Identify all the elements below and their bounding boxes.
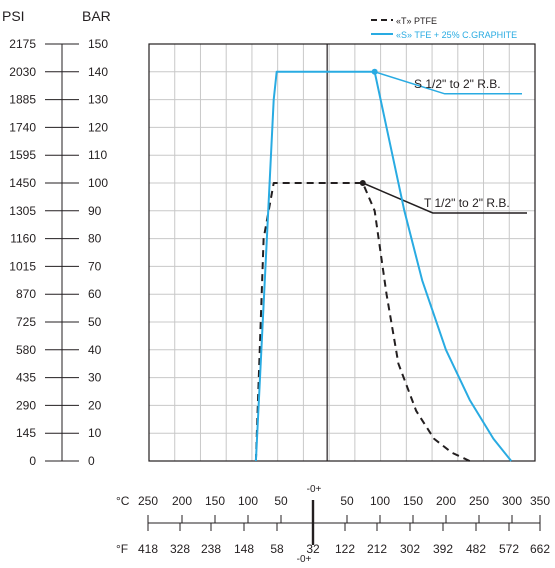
fahrenheit-tick-label: 148 <box>234 542 254 556</box>
fahrenheit-tick-label: 58 <box>270 542 284 556</box>
celsius-tick-label: 250 <box>138 494 158 508</box>
psi-tick-label: 580 <box>16 343 36 357</box>
fahrenheit-tick-label: 572 <box>499 542 519 556</box>
celsius-tick-label: 100 <box>238 494 258 508</box>
bar-tick-label: 60 <box>88 287 102 301</box>
bar-tick-label: 0 <box>88 454 95 468</box>
celsius-tick-label: 150 <box>205 494 225 508</box>
fahrenheit-tick-label: 238 <box>201 542 221 556</box>
fahrenheit-tick-label: 662 <box>530 542 550 556</box>
fahrenheit-tick-label: 32 <box>306 542 320 556</box>
celsius-tick-label: 200 <box>436 494 456 508</box>
celsius-tick-label: 50 <box>340 494 354 508</box>
psi-axis-title: PSI <box>2 8 25 24</box>
fahrenheit-tick-label: 212 <box>367 542 387 556</box>
psi-tick-label: 290 <box>16 398 36 412</box>
celsius-tick-label: 300 <box>502 494 522 508</box>
fahrenheit-tick-label: 122 <box>335 542 355 556</box>
celsius-unit-label: °C <box>116 494 130 508</box>
celsius-tick-label: 50 <box>274 494 288 508</box>
celsius-tick-label: 250 <box>469 494 489 508</box>
psi-tick-label: 870 <box>16 287 36 301</box>
series-annotation: S 1/2" to 2" R.B. <box>414 77 501 91</box>
psi-tick-label: 1450 <box>9 176 36 190</box>
psi-tick-label: 435 <box>16 371 36 385</box>
psi-tick-label: 145 <box>16 426 36 440</box>
fahrenheit-tick-label: 418 <box>138 542 158 556</box>
fahrenheit-unit-label: °F <box>116 542 128 556</box>
celsius-tick-label: 350 <box>530 494 550 508</box>
psi-tick-label: 2175 <box>9 37 36 51</box>
plot-area: T 1/2" to 2" R.B. S 1/2" to 2" R.B. <box>149 44 535 461</box>
bar-tick-label: 30 <box>88 371 102 385</box>
psi-tick-label: 725 <box>16 315 36 329</box>
bar-axis-title: BAR <box>82 8 111 24</box>
bar-tick-label: 70 <box>88 259 102 273</box>
legend-label-ptfe: «T» PTFE <box>396 16 437 26</box>
temperature-scale: °C °F -0+ -0+ 250 200 150 100 50 50 100 150 200 2… <box>116 484 550 563</box>
bar-tick-label: 40 <box>88 343 102 357</box>
celsius-tick-label: 150 <box>403 494 423 508</box>
bar-tick-label: 120 <box>88 120 108 134</box>
plot-background <box>149 44 535 461</box>
psi-tick-label: 1885 <box>9 93 36 107</box>
bar-tick-label: 100 <box>88 176 108 190</box>
psi-tick-label: 1160 <box>10 232 36 246</box>
psi-tick-label: 2030 <box>9 65 36 79</box>
zero-label-top: -0+ <box>307 484 322 495</box>
bar-tick-label: 20 <box>88 398 102 412</box>
bar-tick-label: 50 <box>88 315 102 329</box>
psi-tick-label: 1740 <box>9 120 36 134</box>
psi-tick-label: 1595 <box>9 148 36 162</box>
bar-tick-label: 80 <box>88 232 102 246</box>
legend-label-graphite: «S» TFE + 25% C.GRAPHITE <box>396 30 517 40</box>
legend: «T» PTFE «S» TFE + 25% C.GRAPHITE <box>371 16 517 40</box>
bar-tick-label: 90 <box>88 204 102 218</box>
bar-tick-label: 130 <box>88 93 108 107</box>
bar-tick-label: 150 <box>88 37 108 51</box>
bar-tick-label: 110 <box>88 148 107 162</box>
fahrenheit-tick-label: 328 <box>170 542 190 556</box>
fahrenheit-tick-label: 482 <box>466 542 486 556</box>
celsius-tick-label: 100 <box>370 494 390 508</box>
psi-tick-label: 1305 <box>9 204 36 218</box>
fahrenheit-tick-label: 392 <box>433 542 453 556</box>
series-annotation: T 1/2" to 2" R.B. <box>424 196 510 210</box>
bar-tick-label: 140 <box>88 65 108 79</box>
bar-tick-label: 10 <box>88 426 102 440</box>
fahrenheit-tick-label: 302 <box>400 542 420 556</box>
celsius-tick-label: 200 <box>172 494 192 508</box>
psi-tick-label: 0 <box>29 454 36 468</box>
psi-tick-label: 1015 <box>9 259 36 273</box>
